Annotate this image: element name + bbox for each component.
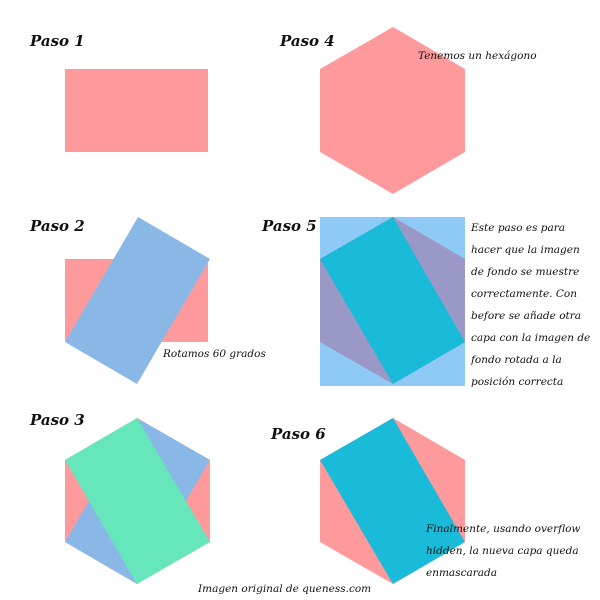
step2-note: Rotamos 60 grados	[163, 348, 266, 360]
step4-note: Tenemos un hexágono	[418, 50, 537, 62]
step3-label: Paso 3	[30, 411, 85, 429]
step2-rotated-rectangle	[65, 217, 210, 384]
footer-credit: Imagen original de queness.com	[198, 583, 372, 595]
step6-masked-layer	[320, 418, 465, 584]
step2-label: Paso 2	[30, 217, 85, 235]
step4-hexagon	[320, 27, 465, 194]
step6-label: Paso 6	[271, 425, 326, 443]
step4-label: Paso 4	[280, 32, 335, 50]
step1-rectangle	[65, 69, 208, 152]
step5-note: Este paso es para hacer que la imagen de…	[471, 222, 591, 388]
step5-rotated-layer	[320, 217, 465, 384]
step3-rotated-rectangle-a	[65, 418, 210, 584]
step1-label: Paso 1	[30, 32, 85, 50]
step5-label: Paso 5	[262, 217, 317, 235]
step6-note: Finalmente, usando overflow hidden, la n…	[426, 523, 581, 579]
